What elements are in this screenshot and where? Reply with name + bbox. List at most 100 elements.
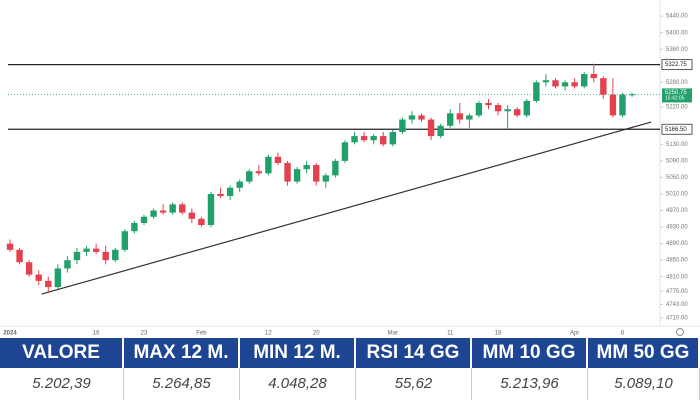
y-tick-label: 5440.00	[666, 14, 688, 20]
settings-icon[interactable]	[676, 328, 684, 336]
y-tick-label: 4890.00	[666, 241, 688, 247]
table-cell: 5.089,10	[588, 368, 700, 400]
x-tick-label: 20	[313, 331, 320, 337]
candle-body	[207, 193, 215, 226]
candle-body	[198, 218, 205, 226]
candle-body	[437, 125, 444, 137]
candle-body	[514, 109, 521, 116]
candle-body	[131, 222, 138, 232]
candle-body	[83, 248, 90, 252]
trendline	[41, 121, 652, 295]
table-cell: 4.048,28	[240, 368, 356, 400]
table-header: MIN 12 M.	[240, 338, 356, 368]
candle-body	[35, 274, 42, 281]
candle-body	[628, 94, 636, 96]
candle-body	[226, 187, 234, 197]
table-header: VALORE	[0, 338, 124, 368]
y-tick-label: 5280.00	[666, 80, 688, 86]
candle-body	[571, 82, 578, 87]
current-price-box	[662, 88, 692, 103]
x-tick-label: 12	[265, 331, 272, 337]
candle-body	[16, 249, 23, 263]
level-label-box	[661, 59, 693, 71]
candle-body	[552, 80, 559, 87]
candle-body	[360, 136, 368, 141]
x-tick-label: 8	[621, 331, 625, 337]
candle-body	[150, 210, 157, 217]
y-tick-label: 4970.00	[666, 208, 688, 214]
x-tick-label: 11	[447, 331, 454, 337]
candle-body	[313, 165, 320, 182]
y-tick-label: 5220.00	[666, 105, 688, 111]
candle-body	[418, 115, 425, 120]
y-tick-label: 5010.00	[666, 192, 688, 198]
y-tick-label: 5130.00	[666, 142, 688, 148]
x-tick-label: Apr	[570, 331, 579, 337]
candle-body	[54, 268, 62, 288]
candle-body	[600, 78, 607, 95]
candle-body	[112, 249, 119, 261]
candle-body	[188, 212, 196, 219]
candle-body	[581, 74, 588, 87]
candle-body	[121, 231, 129, 250]
candle-body	[169, 204, 176, 213]
x-tick-label: Mar	[388, 331, 398, 337]
candle-body	[217, 193, 224, 197]
y-tick-label: 4930.00	[666, 225, 688, 231]
candle-body	[332, 160, 339, 176]
table-header: MAX 12 M.	[124, 338, 240, 368]
table-header: MM 10 GG	[472, 338, 588, 368]
candle-body	[456, 113, 463, 120]
x-tick-label: 2024	[3, 331, 17, 337]
y-tick-label: 4775.00	[666, 289, 688, 295]
candle-body	[284, 162, 291, 182]
candle-body	[45, 280, 52, 288]
candle-body	[466, 115, 473, 120]
candle-body	[25, 262, 33, 275]
x-tick-label: 16	[93, 331, 100, 337]
candle-body	[159, 210, 167, 213]
chart: 5440.00 5400.00 5360.00 5280.00 5220.00 5130.…	[0, 0, 700, 337]
x-tick-label: 18	[495, 331, 502, 337]
table-cell: 5.202,39	[0, 368, 124, 400]
candle-body	[246, 171, 253, 182]
candle-body	[274, 156, 282, 163]
candle-body	[427, 119, 435, 137]
candle-body	[408, 115, 416, 120]
candle-body	[73, 251, 81, 261]
candle-body	[140, 216, 148, 223]
candle-body	[179, 204, 186, 213]
table-cell: 5.264,85	[124, 368, 240, 400]
level-label: 5166.50	[665, 127, 687, 133]
table-cell: 5.213,96	[472, 368, 588, 400]
candle-body	[504, 109, 511, 112]
level-label-box	[661, 123, 693, 135]
level-label: 5322.75	[665, 62, 687, 68]
y-tick-label: 5090.00	[666, 158, 688, 164]
candle-body	[494, 105, 502, 112]
y-tick-label: 4810.00	[666, 274, 688, 280]
candle-body	[561, 82, 569, 87]
stats-table: VALORE MAX 12 M. MIN 12 M. RSI 14 GG MM 10 G…	[0, 338, 700, 400]
countdown: 15:42:05	[665, 96, 685, 102]
x-tick-label: Feb	[196, 331, 207, 337]
table-header: MM 50 GG	[588, 338, 700, 368]
candle-body	[399, 119, 406, 132]
candle-body	[92, 248, 100, 252]
candle-body	[255, 171, 263, 174]
candle-body	[389, 131, 396, 145]
candle-body	[102, 251, 109, 261]
candle-body	[542, 80, 550, 83]
candle-body	[265, 156, 272, 174]
candle-body	[485, 102, 492, 106]
y-tick-label: 5050.00	[666, 175, 688, 181]
candle-body	[64, 260, 71, 269]
candle-body	[293, 169, 301, 182]
table-header: RSI 14 GG	[356, 338, 472, 368]
y-tick-label: 5400.00	[666, 30, 688, 36]
candle-body	[236, 181, 243, 188]
candle-body	[475, 102, 483, 116]
current-price-label: 5250.75	[665, 90, 687, 96]
candle-body	[609, 94, 617, 116]
